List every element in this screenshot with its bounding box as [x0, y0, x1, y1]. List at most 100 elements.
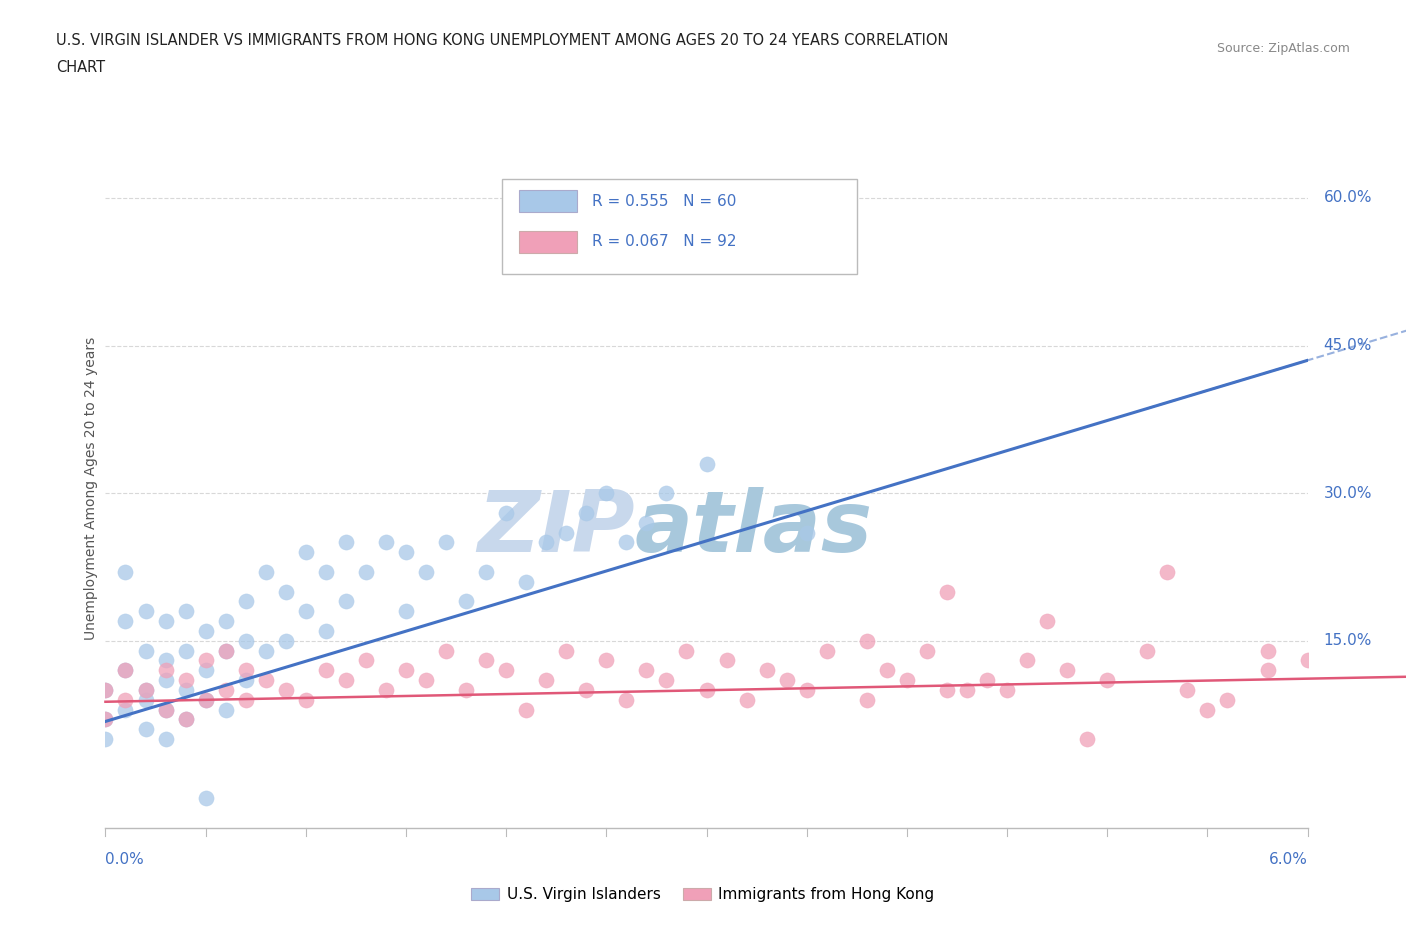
Point	[675, 644, 697, 658]
Point	[755, 663, 778, 678]
Point	[655, 485, 678, 500]
Point	[94, 683, 117, 698]
Point	[936, 683, 959, 698]
Point	[274, 683, 297, 698]
Point	[696, 683, 718, 698]
Point	[495, 505, 517, 520]
Point	[174, 672, 197, 687]
Point	[1056, 663, 1078, 678]
Point	[1097, 672, 1119, 687]
Point	[335, 672, 357, 687]
Point	[976, 672, 998, 687]
Point	[254, 565, 277, 579]
Point	[335, 535, 357, 550]
Point	[194, 790, 217, 805]
Point	[855, 692, 877, 707]
Point	[415, 565, 437, 579]
Point	[1197, 702, 1219, 717]
Text: 0.0%: 0.0%	[105, 852, 145, 868]
Point	[475, 565, 498, 579]
Point	[395, 663, 418, 678]
Point	[636, 663, 658, 678]
Point	[454, 683, 477, 698]
Point	[354, 565, 377, 579]
Point	[434, 535, 457, 550]
Point	[235, 594, 257, 609]
Point	[515, 702, 537, 717]
Point	[114, 702, 136, 717]
Point	[254, 672, 277, 687]
Text: U.S. VIRGIN ISLANDER VS IMMIGRANTS FROM HONG KONG UNEMPLOYMENT AMONG AGES 20 TO : U.S. VIRGIN ISLANDER VS IMMIGRANTS FROM …	[56, 33, 949, 47]
Text: 60.0%: 60.0%	[1323, 191, 1372, 206]
Point	[1175, 683, 1198, 698]
Point	[295, 545, 318, 560]
Point	[1337, 672, 1360, 687]
Point	[716, 653, 738, 668]
Point	[735, 692, 758, 707]
Point	[174, 683, 197, 698]
Point	[174, 644, 197, 658]
Point	[295, 604, 318, 618]
Point	[235, 692, 257, 707]
Point	[534, 672, 557, 687]
Point	[114, 663, 136, 678]
Point	[274, 584, 297, 599]
Point	[135, 722, 157, 737]
Point	[114, 663, 136, 678]
Text: Source: ZipAtlas.com: Source: ZipAtlas.com	[1216, 42, 1350, 55]
Point	[194, 692, 217, 707]
Point	[495, 663, 517, 678]
Point	[174, 604, 197, 618]
Point	[235, 672, 257, 687]
Point	[274, 633, 297, 648]
Point	[796, 525, 818, 540]
Point	[114, 692, 136, 707]
Point	[1017, 653, 1039, 668]
Point	[1156, 565, 1178, 579]
Point	[254, 644, 277, 658]
FancyBboxPatch shape	[519, 191, 576, 212]
Point	[415, 672, 437, 687]
Point	[575, 683, 598, 698]
Point	[1136, 644, 1159, 658]
Point	[374, 683, 398, 698]
Text: 6.0%: 6.0%	[1268, 852, 1308, 868]
Point	[135, 604, 157, 618]
Point	[1316, 672, 1339, 687]
Point	[194, 692, 217, 707]
Text: R = 0.555   N = 60: R = 0.555 N = 60	[592, 193, 737, 208]
Point	[1296, 653, 1319, 668]
Point	[595, 485, 617, 500]
Point	[135, 683, 157, 698]
Legend: U.S. Virgin Islanders, Immigrants from Hong Kong: U.S. Virgin Islanders, Immigrants from H…	[465, 882, 941, 909]
Point	[915, 644, 938, 658]
FancyBboxPatch shape	[519, 231, 576, 253]
Point	[155, 672, 177, 687]
Point	[595, 653, 617, 668]
Point	[315, 663, 337, 678]
Point	[434, 644, 457, 658]
Point	[214, 702, 236, 717]
Point	[616, 535, 638, 550]
Point	[1076, 732, 1098, 747]
Point	[315, 623, 337, 638]
Point	[155, 732, 177, 747]
Point	[515, 575, 537, 590]
Point	[315, 565, 337, 579]
Point	[214, 614, 236, 629]
FancyBboxPatch shape	[502, 179, 856, 274]
Point	[194, 663, 217, 678]
Point	[454, 594, 477, 609]
Point	[936, 584, 959, 599]
Point	[876, 663, 898, 678]
Point	[214, 683, 236, 698]
Point	[135, 644, 157, 658]
Point	[335, 594, 357, 609]
Point	[174, 712, 197, 727]
Point	[1357, 604, 1379, 618]
Point	[114, 614, 136, 629]
Point	[575, 505, 598, 520]
Point	[395, 604, 418, 618]
Point	[555, 644, 578, 658]
Point	[354, 653, 377, 668]
